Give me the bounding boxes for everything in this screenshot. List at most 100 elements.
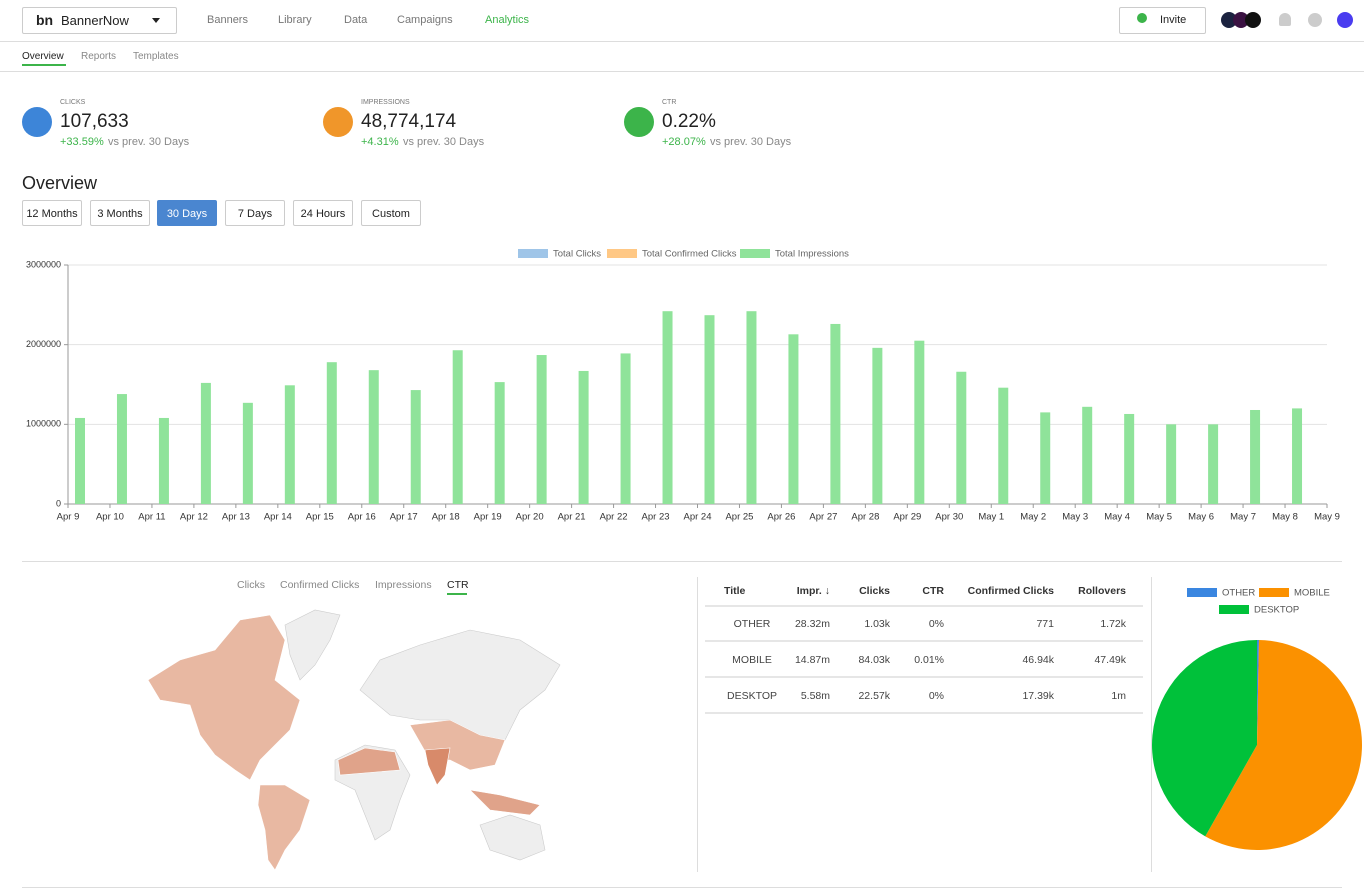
range-button[interactable]: 3 Months — [90, 200, 150, 226]
map-se-asia — [469, 789, 541, 816]
y-tick-label: 1000000 — [26, 419, 61, 429]
nav-link[interactable]: Data — [344, 14, 368, 26]
x-tick-label: May 4 — [1104, 512, 1130, 523]
stat-value: 107,633 — [60, 111, 129, 132]
x-tick-label: Apr 19 — [474, 512, 502, 523]
map-greenland — [284, 609, 341, 681]
help-icon[interactable] — [1308, 13, 1322, 27]
legend-swatch — [1187, 588, 1217, 597]
bar — [620, 353, 631, 504]
stat-suffix: vs prev. 30 Days — [108, 136, 190, 148]
bar — [746, 311, 757, 504]
map-tab[interactable]: CTR — [447, 579, 469, 591]
invite-label[interactable]: Invite — [1160, 14, 1187, 26]
user-avatar[interactable] — [1337, 12, 1353, 28]
map-tab[interactable]: Confirmed Clicks — [280, 579, 360, 591]
legend-label: OTHER — [1222, 588, 1255, 599]
bar — [914, 340, 925, 504]
bar — [494, 382, 505, 504]
x-tick-label: Apr 21 — [558, 512, 586, 523]
caret — [152, 18, 160, 23]
bar — [1250, 409, 1261, 504]
table-cell: 28.32m — [795, 618, 830, 630]
legend-label: Total Confirmed Clicks — [642, 249, 737, 260]
bar — [452, 350, 463, 504]
bar — [662, 311, 673, 504]
bar — [200, 382, 211, 504]
avatar — [1245, 12, 1261, 28]
range-button[interactable]: 24 Hours — [293, 200, 353, 226]
bar — [1124, 413, 1135, 504]
range-button[interactable]: 7 Days — [225, 200, 285, 226]
nav-link[interactable]: Analytics — [485, 14, 530, 26]
sub-nav-link[interactable]: Reports — [81, 51, 117, 62]
map-tab[interactable]: Impressions — [375, 579, 432, 591]
nav-link[interactable]: Banners — [207, 14, 248, 26]
stat-icon — [323, 107, 353, 137]
nav-link[interactable]: Library — [278, 14, 312, 26]
invite-button[interactable] — [1119, 7, 1206, 34]
stat-change: +4.31% — [361, 136, 399, 148]
bar — [536, 355, 547, 504]
x-tick-label: Apr 14 — [264, 512, 292, 523]
x-tick-label: Apr 13 — [222, 512, 250, 523]
map-south-america — [257, 784, 311, 871]
x-tick-label: Apr 9 — [57, 512, 80, 523]
table-header: Rollovers — [1078, 585, 1126, 597]
stat-label: CTR — [662, 99, 677, 106]
x-tick-label: Apr 28 — [851, 512, 879, 523]
active-underline — [22, 64, 66, 66]
table-header: Confirmed Clicks — [968, 585, 1055, 597]
bar — [410, 390, 421, 504]
bar — [788, 334, 799, 504]
legend-swatch — [1219, 605, 1249, 614]
stat-label: IMPRESSIONS — [361, 99, 410, 106]
y-tick-label: 3000000 — [26, 259, 61, 269]
x-tick-label: May 9 — [1314, 512, 1340, 523]
range-button[interactable]: Custom — [361, 200, 421, 226]
stat-icon — [22, 107, 52, 137]
legend-swatch — [740, 249, 770, 258]
sub-nav-link[interactable]: Templates — [133, 51, 179, 62]
x-tick-label: Apr 22 — [600, 512, 628, 523]
bar — [830, 323, 841, 504]
x-tick-label: May 3 — [1062, 512, 1088, 523]
table-cell: 771 — [1036, 618, 1054, 630]
sub-nav-link[interactable]: Overview — [22, 51, 64, 62]
table-cell: 1.72k — [1100, 618, 1126, 630]
bar — [1166, 424, 1177, 504]
table-cell: 46.94k — [1022, 654, 1054, 666]
map-australia — [479, 814, 546, 861]
bell-icon[interactable] — [1279, 13, 1291, 26]
range-button[interactable]: 30 Days — [157, 200, 217, 226]
table-header: Clicks — [859, 585, 890, 597]
pie-slice — [1205, 640, 1362, 850]
table-cell: 0% — [929, 618, 944, 630]
map-north-africa — [337, 747, 401, 776]
bar — [578, 370, 589, 504]
bar — [1040, 412, 1051, 504]
bar — [158, 417, 169, 504]
map-tab[interactable]: Clicks — [237, 579, 265, 591]
brand-select[interactable] — [22, 7, 177, 34]
legend-label: DESKTOP — [1254, 605, 1299, 616]
stat-change: +33.59% — [60, 136, 104, 148]
stat-value: 48,774,174 — [361, 111, 457, 132]
range-button[interactable]: 12 Months — [22, 200, 82, 226]
invite-icon — [1137, 13, 1147, 23]
x-tick-label: Apr 17 — [390, 512, 418, 523]
x-tick-label: Apr 12 — [180, 512, 208, 523]
x-tick-label: Apr 30 — [935, 512, 963, 523]
x-tick-label: Apr 26 — [767, 512, 795, 523]
y-tick-label: 2000000 — [26, 339, 61, 349]
nav-link[interactable]: Campaigns — [397, 14, 453, 26]
legend-swatch — [1259, 588, 1289, 597]
active-underline — [447, 593, 467, 595]
stat-suffix: vs prev. 30 Days — [710, 136, 792, 148]
table-cell: 0.01% — [914, 654, 944, 666]
table-cell: MOBILE — [732, 654, 772, 666]
bar — [1082, 406, 1093, 504]
table-header: Impr. ↓ — [797, 585, 830, 597]
bar — [116, 394, 127, 504]
